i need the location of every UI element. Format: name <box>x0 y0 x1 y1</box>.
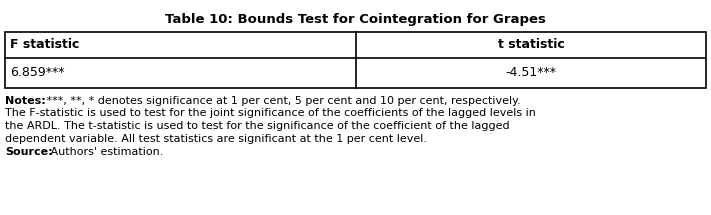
Text: 6.859***: 6.859*** <box>10 66 65 80</box>
Text: Notes:: Notes: <box>5 96 46 106</box>
Text: -4.51***: -4.51*** <box>506 66 557 80</box>
Text: Source:: Source: <box>5 147 53 157</box>
Text: the ARDL. The t-statistic is used to test for the significance of the coefficien: the ARDL. The t-statistic is used to tes… <box>5 121 510 131</box>
Text: The F-statistic is used to test for the joint significance of the coefficients o: The F-statistic is used to test for the … <box>5 109 536 118</box>
Text: dependent variable. All test statistics are significant at the 1 per cent level.: dependent variable. All test statistics … <box>5 134 427 143</box>
Text: t statistic: t statistic <box>498 38 565 52</box>
Text: Table 10: Bounds Test for Cointegration for Grapes: Table 10: Bounds Test for Cointegration … <box>164 13 545 26</box>
Text: Authors' estimation.: Authors' estimation. <box>47 147 164 157</box>
Text: F statistic: F statistic <box>10 38 80 52</box>
Text: ***, **, * denotes significance at 1 per cent, 5 per cent and 10 per cent, respe: ***, **, * denotes significance at 1 per… <box>43 96 520 106</box>
Bar <box>5 32 706 88</box>
